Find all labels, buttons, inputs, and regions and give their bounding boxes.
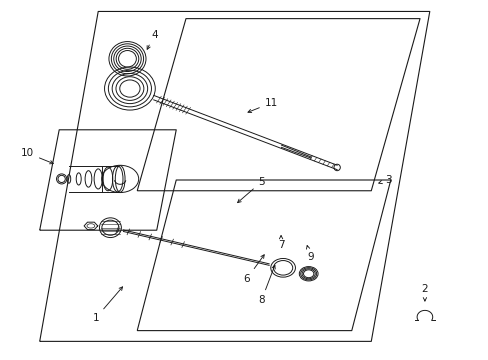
Text: 10: 10	[21, 148, 53, 164]
Text: 6: 6	[243, 255, 264, 284]
Text: 9: 9	[306, 246, 313, 262]
Text: 7: 7	[277, 235, 284, 249]
Text: 5: 5	[237, 177, 264, 203]
Text: 4: 4	[147, 30, 157, 49]
Text: 1: 1	[92, 287, 122, 323]
Text: 3: 3	[378, 175, 391, 185]
Text: 11: 11	[247, 98, 277, 113]
Text: 8: 8	[258, 265, 275, 305]
Text: 2: 2	[421, 284, 427, 301]
